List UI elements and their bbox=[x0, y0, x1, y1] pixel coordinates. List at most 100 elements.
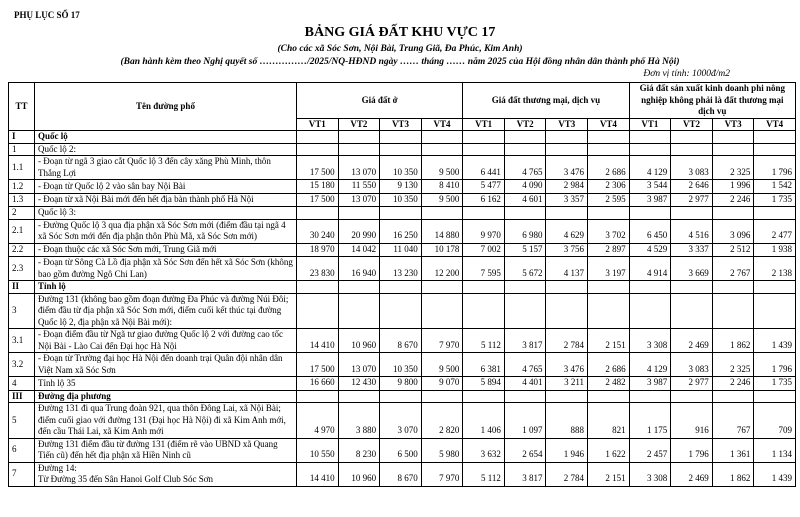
empty-cell bbox=[462, 292, 505, 329]
price-cell: 3 632 bbox=[462, 437, 505, 463]
row-number: 3 bbox=[8, 292, 35, 329]
row-number: 1.2 bbox=[8, 179, 35, 194]
doc-subtitle: (Cho các xã Sóc Sơn, Nội Bài, Trung Giã,… bbox=[277, 44, 523, 54]
row-name: Quốc lộ 3: bbox=[34, 206, 297, 220]
empty-cell bbox=[420, 280, 464, 294]
price-cell: 4 914 bbox=[628, 256, 672, 281]
price-cell: 12 200 bbox=[420, 256, 464, 281]
price-cell: 1 796 bbox=[753, 352, 796, 377]
empty-cell bbox=[296, 280, 339, 294]
price-cell: 2 784 bbox=[545, 461, 589, 487]
price-cell: 2 469 bbox=[670, 461, 713, 487]
price-cell: 5 157 bbox=[503, 242, 547, 257]
price-cell: 6 980 bbox=[503, 218, 547, 244]
price-table: TT Tên đường phố Giá đất ở Giá đất thương m… bbox=[8, 82, 797, 487]
price-cell: 1 542 bbox=[753, 179, 796, 194]
price-cell: 1 796 bbox=[753, 155, 796, 180]
table-row: 1.3- Đoạn từ xã Nội Bài mới đến hết địa … bbox=[8, 192, 796, 207]
empty-cell bbox=[711, 130, 755, 144]
price-cell: 17 500 bbox=[296, 192, 339, 207]
price-cell: 3 817 bbox=[503, 328, 547, 353]
row-number: 6 bbox=[8, 437, 35, 463]
empty-cell bbox=[628, 292, 672, 329]
price-cell: 13 070 bbox=[337, 155, 381, 180]
row-name: - Đoạn từ ngã 3 giao cắt Quốc lộ 3 đến c… bbox=[34, 155, 297, 180]
row-number: 2.2 bbox=[8, 242, 35, 257]
empty-cell bbox=[503, 206, 547, 220]
price-cell: 3 308 bbox=[628, 328, 672, 353]
header-group: Giá đất thương mại, dịch vụ bbox=[462, 82, 630, 119]
table-row: 6 Đường 131 điểm đầu từ đường 131 (điểm r… bbox=[8, 437, 796, 463]
price-cell: 1 946 bbox=[545, 437, 589, 463]
empty-cell bbox=[628, 389, 672, 403]
price-cell: 13 070 bbox=[337, 352, 381, 377]
table-row: 2 Quốc lộ 3: bbox=[8, 206, 796, 220]
price-cell: 5 477 bbox=[462, 179, 505, 194]
empty-cell bbox=[545, 142, 589, 156]
row-number: 4 bbox=[8, 376, 35, 391]
price-cell: 3 987 bbox=[628, 192, 672, 207]
table-row: I Quốc lộ bbox=[8, 130, 796, 144]
price-cell: 3 880 bbox=[337, 402, 381, 439]
price-cell: 17 500 bbox=[296, 352, 339, 377]
price-cell: 4 529 bbox=[628, 242, 672, 257]
header-row: VT1 VT2 VT3 VT4 VT1 VT2 VT3 VT4 VT1 VT2 VT3 VT4 bbox=[9, 117, 796, 131]
price-cell: 888 bbox=[545, 402, 589, 439]
table-row: 2.1- Đường Quốc lộ 3 qua địa phận xã Sóc… bbox=[8, 218, 796, 244]
price-cell: 2 477 bbox=[753, 218, 796, 244]
table-row: 2.2- Đoạn thuộc các xã Sóc Sơn mới, Trun… bbox=[8, 242, 796, 257]
row-name: - Đoạn từ Sông Cà Lồ địa phận xã Sóc Sơn… bbox=[34, 256, 297, 281]
price-cell: 20 990 bbox=[337, 218, 381, 244]
price-cell: 9 130 bbox=[379, 179, 422, 194]
empty-cell bbox=[753, 206, 796, 220]
price-cell: 2 686 bbox=[587, 352, 630, 377]
price-cell: 1 862 bbox=[711, 461, 755, 487]
price-cell: 9 500 bbox=[420, 192, 464, 207]
empty-cell bbox=[753, 142, 796, 156]
price-cell: 6 162 bbox=[462, 192, 505, 207]
empty-cell bbox=[587, 280, 630, 294]
empty-cell bbox=[587, 130, 630, 144]
price-cell: 4 765 bbox=[503, 352, 547, 377]
price-cell: 2 977 bbox=[670, 376, 713, 391]
price-cell: 2 646 bbox=[670, 179, 713, 194]
price-cell: 2 151 bbox=[587, 461, 630, 487]
price-cell: 7 595 bbox=[462, 256, 505, 281]
price-cell: 8 670 bbox=[379, 461, 422, 487]
price-cell: 15 180 bbox=[296, 179, 339, 194]
price-cell: 1 361 bbox=[711, 437, 755, 463]
empty-cell bbox=[462, 206, 505, 220]
row-number: III bbox=[8, 389, 35, 403]
empty-cell bbox=[628, 206, 672, 220]
price-cell: 10 960 bbox=[337, 461, 381, 487]
row-number: 1 bbox=[8, 142, 35, 156]
empty-cell bbox=[711, 206, 755, 220]
row-name: - Đoạn điểm đầu từ Ngã tư giao đường Quố… bbox=[34, 328, 297, 353]
price-cell: 16 940 bbox=[337, 256, 381, 281]
price-cell: 14 880 bbox=[420, 218, 464, 244]
empty-cell bbox=[670, 280, 713, 294]
price-cell: 2 512 bbox=[711, 242, 755, 257]
price-cell: 821 bbox=[587, 402, 630, 439]
header-sub: VT1 bbox=[628, 117, 672, 131]
empty-cell bbox=[670, 206, 713, 220]
empty-cell bbox=[711, 292, 755, 329]
price-cell: 916 bbox=[670, 402, 713, 439]
price-cell: 10 550 bbox=[296, 437, 339, 463]
empty-cell bbox=[420, 142, 464, 156]
table-head: TT Tên đường phố Giá đất ở Giá đất thương m… bbox=[8, 82, 797, 131]
appendix-label: PHỤ LỤC SỐ 17 bbox=[14, 10, 80, 20]
price-cell: 8 230 bbox=[337, 437, 381, 463]
price-cell: 1 406 bbox=[462, 402, 505, 439]
price-cell: 13 230 bbox=[379, 256, 422, 281]
table-row: 2.3- Đoạn từ Sông Cà Lồ địa phận xã Sóc … bbox=[8, 256, 796, 281]
header-row: TT Tên đường phố Giá đất ở Giá đất thương m… bbox=[8, 82, 797, 131]
empty-cell bbox=[296, 389, 339, 403]
price-cell: 2 306 bbox=[587, 179, 630, 194]
empty-cell bbox=[420, 292, 464, 329]
empty-cell bbox=[420, 130, 464, 144]
price-cell: 30 240 bbox=[296, 218, 339, 244]
row-name: - Đoạn từ Trường đại học Hà Nội đến doan… bbox=[34, 352, 297, 377]
price-cell: 8 670 bbox=[379, 328, 422, 353]
price-cell: 1 097 bbox=[503, 402, 547, 439]
